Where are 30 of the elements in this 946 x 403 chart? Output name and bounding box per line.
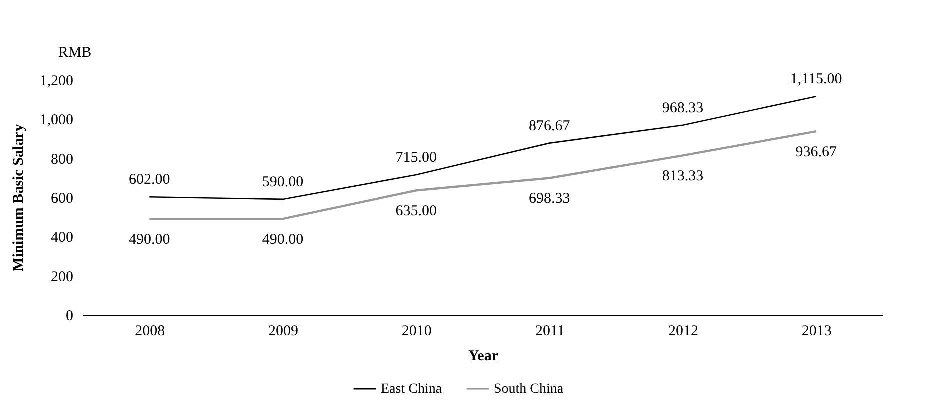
legend-label: East China [381, 382, 443, 397]
y-tick-label: 0 [66, 308, 74, 324]
x-tick-label: 2011 [535, 324, 565, 340]
data-label: 590.00 [262, 174, 304, 190]
x-tick-label: 2013 [802, 324, 832, 340]
x-axis-title: Year [468, 348, 499, 364]
data-label: 490.00 [262, 232, 304, 248]
data-label: 698.33 [529, 191, 570, 208]
y-tick-label: 800 [51, 152, 74, 168]
y-tick-label: 1,000 [40, 112, 74, 129]
data-label: 876.67 [529, 118, 571, 134]
y-tick-label: 1,200 [40, 74, 74, 90]
data-label: 968.33 [662, 100, 704, 116]
data-label: 1,115.00 [790, 72, 842, 88]
data-label: 635.00 [396, 204, 437, 220]
y-axis-title: Minimum Basic Salary [10, 124, 27, 272]
data-label: 490.00 [129, 232, 170, 248]
y-tick-label: 600 [51, 191, 74, 207]
data-label: 602.00 [129, 172, 170, 188]
x-tick-label: 2012 [668, 324, 698, 340]
y-tick-label: 400 [51, 230, 74, 246]
x-tick-label: 2010 [402, 324, 432, 340]
x-tick-label: 2008 [135, 324, 166, 340]
data-label: 715.00 [396, 150, 437, 166]
data-label: 936.67 [796, 144, 838, 161]
y-tick-label: 200 [51, 269, 74, 286]
text: RMB [58, 45, 92, 61]
x-tick-label: 2009 [268, 324, 298, 340]
data-label: 813.33 [662, 168, 704, 185]
legend-label: South China [494, 382, 564, 397]
